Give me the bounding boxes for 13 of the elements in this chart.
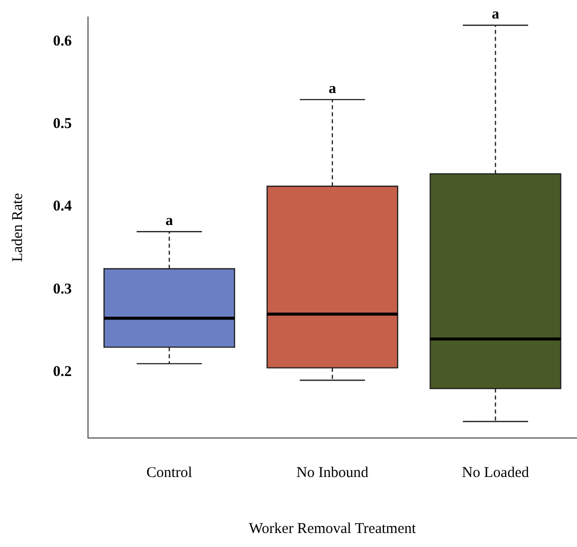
annotation: a <box>166 213 174 229</box>
x-axis-title: Worker Removal Treatment <box>248 520 417 537</box>
y-tick-label: 0.4 <box>53 198 72 215</box>
y-tick-label: 0.5 <box>53 116 72 132</box>
y-tick-label: 0.2 <box>53 364 72 380</box>
y-tick-label: 0.3 <box>53 281 72 298</box>
x-tick-label: No Loaded <box>462 464 530 481</box>
y-axis-title: Laden Rate <box>10 192 26 262</box>
x-tick-label: No Inbound <box>296 464 369 481</box>
annotation: a <box>328 80 337 97</box>
x-tick-label: Control <box>146 464 192 481</box>
y-tick-label: 0.6 <box>53 34 72 50</box>
annotation: a <box>492 6 500 23</box>
